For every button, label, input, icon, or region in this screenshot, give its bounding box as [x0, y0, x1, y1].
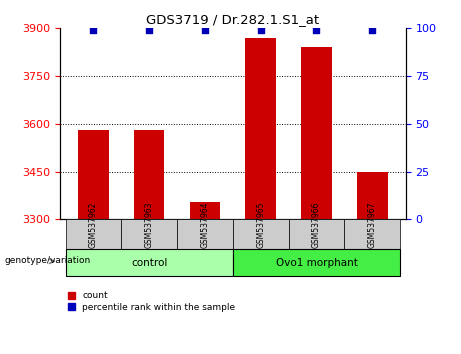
Text: GSM537965: GSM537965: [256, 201, 265, 248]
Point: [257, 27, 264, 33]
Bar: [344, 219, 400, 249]
Bar: [121, 219, 177, 249]
Bar: [357, 172, 388, 219]
Bar: [65, 249, 233, 276]
Title: GDS3719 / Dr.282.1.S1_at: GDS3719 / Dr.282.1.S1_at: [146, 13, 319, 26]
Text: genotype/variation: genotype/variation: [5, 256, 91, 265]
Bar: [65, 219, 121, 249]
Bar: [289, 219, 344, 249]
Text: GSM537966: GSM537966: [312, 201, 321, 248]
Text: control: control: [131, 257, 167, 268]
Text: GSM537967: GSM537967: [368, 201, 377, 248]
Bar: [78, 130, 109, 219]
Bar: [189, 202, 220, 219]
Point: [313, 27, 320, 33]
Point: [146, 27, 153, 33]
Bar: [233, 219, 289, 249]
Text: GSM537962: GSM537962: [89, 201, 98, 248]
Point: [90, 27, 97, 33]
Bar: [301, 47, 332, 219]
Bar: [177, 219, 233, 249]
Point: [201, 27, 209, 33]
Bar: [134, 130, 165, 219]
Bar: [233, 249, 400, 276]
Text: GSM537963: GSM537963: [145, 201, 154, 248]
Bar: [245, 38, 276, 219]
Text: Ovo1 morphant: Ovo1 morphant: [276, 257, 357, 268]
Point: [368, 27, 376, 33]
Legend: count, percentile rank within the sample: count, percentile rank within the sample: [65, 288, 239, 316]
Text: GSM537964: GSM537964: [201, 201, 209, 248]
